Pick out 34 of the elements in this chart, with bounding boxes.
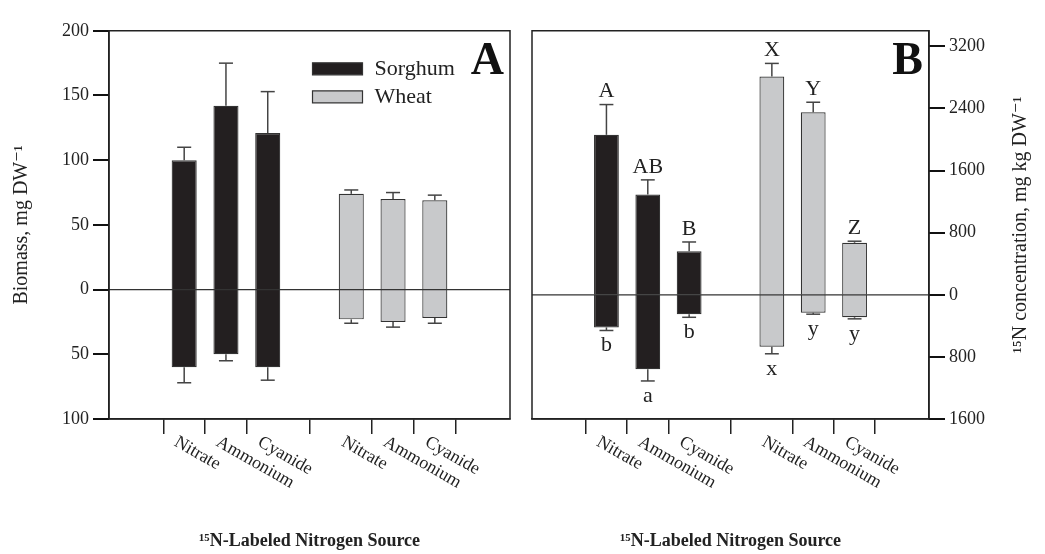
y2-tick-label: 800 — [949, 345, 976, 366]
data-label: X — [763, 36, 780, 62]
y-tick-label: 200 — [62, 19, 89, 40]
y-tick-label: 0 — [80, 278, 89, 299]
y2-tick-label: 0 — [949, 283, 958, 304]
x-axis-title: ¹⁵N-Labeled Nitrogen Source — [619, 529, 842, 550]
y-tick-label: 100 — [62, 407, 89, 428]
y2-tick-label: 800 — [949, 221, 976, 242]
y2-tick-label: 3200 — [949, 35, 985, 56]
data-label: B — [681, 214, 697, 240]
x-axis-title: ¹⁵N-Labeled Nitrogen Source — [198, 529, 421, 550]
y2-tick-label: 1600 — [949, 407, 985, 428]
y2-tick-label: 2400 — [949, 97, 985, 118]
data-label: b — [683, 318, 695, 344]
y-tick-label: 50 — [71, 343, 89, 364]
text: B — [892, 32, 923, 84]
data-label: A — [598, 77, 615, 103]
y-tick-label: 50 — [71, 213, 89, 234]
legend-label: Sorghum — [374, 54, 455, 80]
legend-label: Wheat — [374, 82, 432, 108]
data-label: y — [849, 319, 861, 345]
text: A — [470, 32, 504, 84]
data-label: Y — [805, 75, 822, 101]
data-label: a — [642, 381, 653, 407]
y-tick-label: 150 — [62, 84, 89, 105]
data-label: x — [766, 354, 778, 380]
y2-axis-title: ¹⁵N concentration, mg kg DW⁻¹ — [1008, 96, 1032, 354]
y-tick-label: 100 — [62, 148, 89, 169]
data-label: y — [807, 314, 819, 340]
y2-tick-label: 1600 — [949, 159, 985, 180]
y-axis-title: Biomass, mg DW⁻¹ — [9, 145, 33, 305]
data-label: AB — [632, 152, 664, 178]
data-label: b — [600, 331, 612, 357]
data-label: Z — [847, 213, 862, 239]
